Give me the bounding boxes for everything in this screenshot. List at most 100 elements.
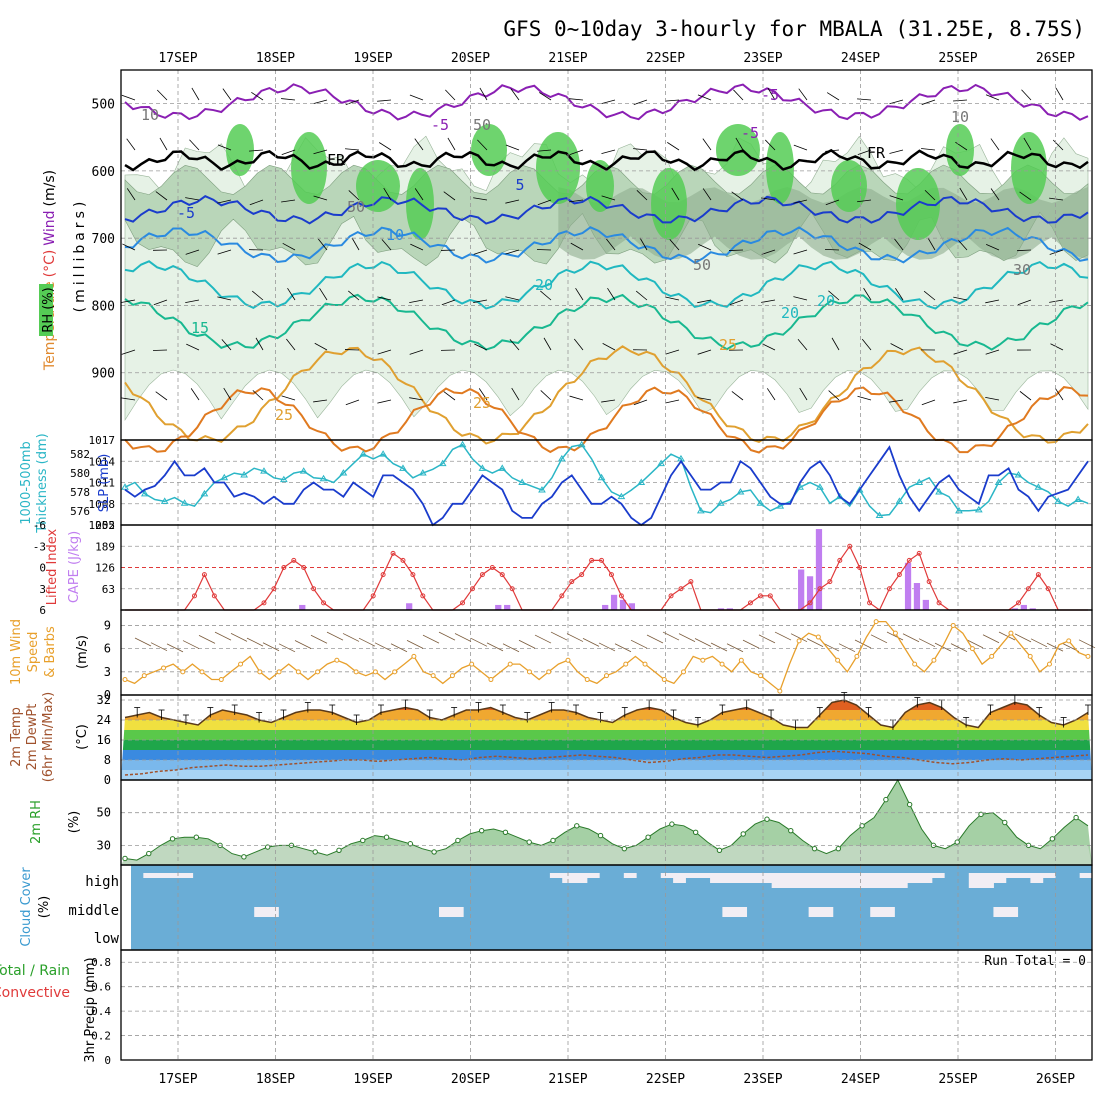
wind-barb (223, 387, 232, 401)
wind-axis-label: 10m Wind Speed & Barbs (9, 619, 58, 685)
temp-line (124, 699, 1089, 729)
wind-barb (697, 94, 712, 101)
wind-barb (314, 342, 328, 351)
wind-barb (351, 237, 360, 251)
wind-barb (282, 242, 296, 251)
cloud-high-bar (1018, 873, 1031, 878)
rh-shade-dark (558, 187, 1088, 260)
wind-speed-marker (353, 669, 359, 675)
thickness-marker (140, 489, 149, 497)
thickness-marker (1014, 470, 1023, 478)
cape-bar (922, 599, 929, 610)
lifted-index-marker (370, 593, 376, 599)
cape-bar (1011, 608, 1019, 610)
lifted-index-marker (767, 593, 773, 599)
wind-tick: 9 (104, 618, 111, 632)
date-label-top: 23SEP (743, 51, 782, 66)
wind-barb (537, 199, 552, 206)
rh-high-blob (831, 160, 867, 212)
wind-barb (185, 249, 200, 255)
rh-marker (431, 849, 437, 855)
rh-legend-swatch (39, 284, 53, 336)
contour-label: FR (327, 151, 346, 169)
wind-barb (313, 99, 328, 104)
wind-barb (287, 287, 296, 301)
lifted-index-marker (608, 572, 614, 578)
lifted-index-marker (489, 565, 495, 570)
cape-bar (798, 569, 805, 610)
rh-marker (574, 823, 580, 829)
wind-barb-10m (294, 640, 312, 649)
wind-barb (735, 137, 744, 151)
lifted-index-marker (678, 586, 684, 592)
wind-barb (764, 139, 776, 151)
temp-band (121, 720, 1092, 730)
wind-barb (121, 349, 136, 355)
wind-barb (409, 299, 424, 303)
cape-bar (495, 604, 502, 610)
wind-speed-marker (854, 653, 860, 659)
lifted-index-marker (420, 593, 426, 599)
wind-barb-10m (886, 631, 904, 641)
thickness-marker (835, 492, 844, 500)
thickness-marker (180, 499, 189, 506)
wind-barb-10m (454, 633, 472, 642)
wind-barb (828, 390, 840, 401)
wind-barb (669, 239, 680, 251)
lifted-index-marker (688, 579, 694, 585)
wind-barb-10m (774, 631, 792, 641)
contour-label: 20 (781, 304, 799, 322)
cloud-high-bar (833, 873, 847, 888)
side-label-part: Wind (42, 211, 58, 246)
wind-barb (889, 99, 904, 105)
wind-barb (505, 296, 520, 301)
cape-bar (806, 576, 814, 610)
precip-tick: 0.4 (91, 1005, 111, 1018)
wind-barb (539, 92, 552, 101)
wind-barb-10m (1030, 638, 1048, 648)
wind-speed-marker (738, 657, 744, 663)
thickness-marker (498, 464, 507, 471)
rh-high-blob (1011, 132, 1047, 204)
wind-barb (281, 149, 296, 155)
lifted-index-marker (321, 600, 327, 606)
cloud-high-bar (623, 873, 637, 878)
lifted-index-marker (569, 579, 575, 585)
wind-barb-10m (838, 643, 856, 653)
thickness-marker (855, 486, 864, 493)
wind-speed-marker (449, 673, 455, 679)
wind-barb (377, 349, 392, 355)
wind-barb (445, 89, 456, 101)
rh-marker (669, 821, 675, 827)
date-label-bottom: 20SEP (451, 1072, 490, 1087)
cloud-high-bar (734, 873, 748, 883)
cape-bar (299, 604, 306, 610)
contour-label: 15 (191, 319, 209, 337)
wind-barb (857, 149, 872, 156)
wind-barb (222, 88, 232, 101)
temp-band (121, 740, 1092, 750)
rh-marker (502, 829, 509, 836)
wind-speed-marker (392, 669, 398, 675)
date-label-top: 21SEP (548, 51, 587, 66)
thickness-axis-label: 1000-500mb Thickness (dm) (19, 433, 50, 533)
thickness-marker (478, 464, 487, 471)
cloud-high-bar (697, 873, 711, 878)
wind-barb (953, 296, 968, 301)
cloud-high-bar (685, 873, 699, 878)
slp-tick: 1005 (89, 519, 116, 532)
wind-barb (441, 299, 456, 306)
wind-barb (126, 188, 136, 201)
wind-barb (633, 399, 648, 406)
lifted-index-marker (916, 550, 922, 556)
thickness-marker (617, 492, 626, 500)
wind-speed-marker (1008, 630, 1014, 636)
wind-barb-10m (758, 634, 776, 644)
wind-speed-marker (315, 669, 321, 675)
wind-barb-10m (950, 643, 968, 653)
wind-barb (986, 244, 1000, 251)
cape-bar (610, 594, 618, 610)
wind-barb (540, 290, 552, 301)
temp-unit-text: (°C) (75, 724, 90, 750)
run-total: Run Total = 0 (984, 954, 1086, 969)
